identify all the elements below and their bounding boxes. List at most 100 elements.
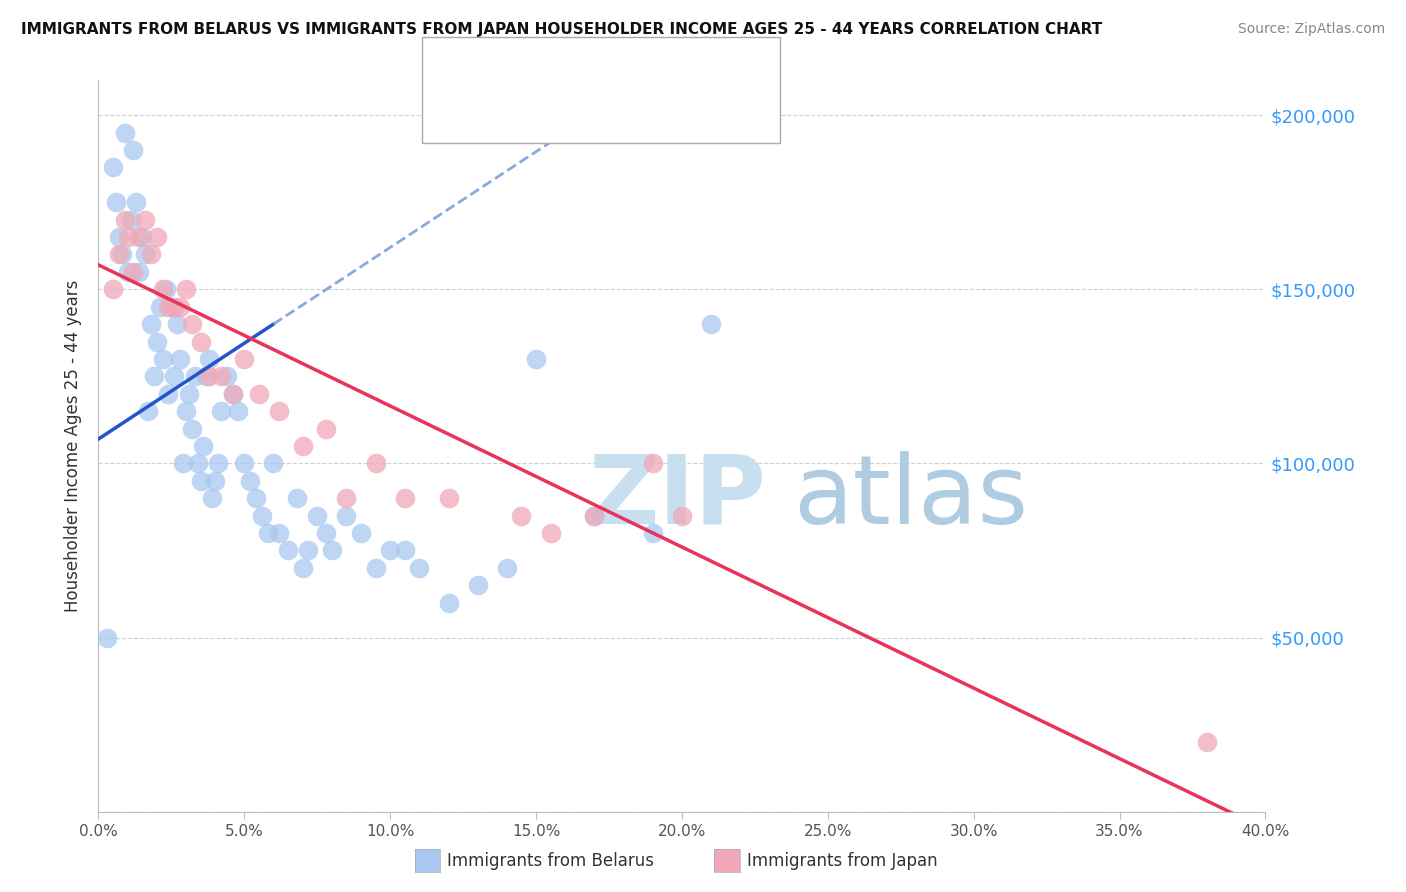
Point bbox=[269, 526, 291, 541]
Point bbox=[180, 421, 202, 435]
Text: R = -0.530   N = 34: R = -0.530 N = 34 bbox=[479, 94, 643, 112]
Point bbox=[187, 457, 209, 471]
Point bbox=[228, 404, 250, 418]
Point bbox=[297, 543, 319, 558]
Point bbox=[128, 265, 150, 279]
Point bbox=[394, 491, 416, 506]
Point bbox=[174, 404, 197, 418]
Point bbox=[157, 386, 180, 401]
Point bbox=[380, 543, 402, 558]
Point bbox=[315, 421, 337, 435]
Point bbox=[209, 404, 232, 418]
Point bbox=[117, 230, 139, 244]
Text: Immigrants from Belarus: Immigrants from Belarus bbox=[447, 852, 654, 870]
Point bbox=[120, 212, 142, 227]
Point bbox=[209, 369, 232, 384]
Point bbox=[155, 282, 177, 296]
Point bbox=[510, 508, 533, 523]
Point bbox=[700, 317, 723, 331]
Point bbox=[269, 404, 291, 418]
Point bbox=[101, 161, 124, 175]
Point bbox=[277, 543, 299, 558]
Y-axis label: Householder Income Ages 25 - 44 years: Householder Income Ages 25 - 44 years bbox=[65, 280, 83, 612]
Point bbox=[247, 386, 270, 401]
Point bbox=[180, 317, 202, 331]
Point bbox=[496, 561, 519, 575]
Point bbox=[96, 631, 118, 645]
Point bbox=[160, 300, 183, 314]
Point bbox=[166, 317, 188, 331]
Point bbox=[207, 457, 229, 471]
Point bbox=[350, 526, 373, 541]
Point bbox=[104, 195, 127, 210]
Point bbox=[335, 508, 357, 523]
Point bbox=[263, 457, 285, 471]
Point bbox=[172, 457, 194, 471]
Point bbox=[467, 578, 489, 592]
Point bbox=[177, 386, 200, 401]
Point bbox=[169, 351, 191, 366]
Point bbox=[671, 508, 693, 523]
Point bbox=[524, 351, 547, 366]
Point bbox=[174, 282, 197, 296]
Point bbox=[122, 143, 145, 157]
Point bbox=[152, 282, 174, 296]
Text: atlas: atlas bbox=[793, 450, 1028, 544]
Point bbox=[245, 491, 267, 506]
Point bbox=[285, 491, 308, 506]
Point bbox=[183, 369, 205, 384]
Point bbox=[250, 508, 273, 523]
Point bbox=[408, 561, 430, 575]
Point bbox=[193, 439, 215, 453]
Point bbox=[136, 404, 159, 418]
Point bbox=[125, 195, 148, 210]
Point bbox=[149, 300, 172, 314]
Point bbox=[233, 457, 256, 471]
Point bbox=[233, 351, 256, 366]
Point bbox=[221, 386, 243, 401]
Point bbox=[146, 334, 169, 349]
Point bbox=[437, 491, 460, 506]
Point bbox=[142, 369, 165, 384]
Point bbox=[146, 230, 169, 244]
Point bbox=[139, 247, 162, 261]
Point bbox=[307, 508, 329, 523]
Point bbox=[117, 265, 139, 279]
Point bbox=[437, 596, 460, 610]
Point bbox=[134, 247, 156, 261]
Point bbox=[195, 369, 218, 384]
Point bbox=[131, 230, 153, 244]
Point bbox=[291, 439, 314, 453]
Text: IMMIGRANTS FROM BELARUS VS IMMIGRANTS FROM JAPAN HOUSEHOLDER INCOME AGES 25 - 44: IMMIGRANTS FROM BELARUS VS IMMIGRANTS FR… bbox=[21, 22, 1102, 37]
Point bbox=[114, 212, 136, 227]
Point bbox=[641, 457, 664, 471]
Point bbox=[108, 247, 131, 261]
Point bbox=[169, 300, 191, 314]
Point bbox=[364, 561, 387, 575]
Text: R =   0.193   N = 69: R = 0.193 N = 69 bbox=[479, 54, 647, 72]
Point bbox=[122, 265, 145, 279]
Point bbox=[201, 491, 224, 506]
Point bbox=[114, 126, 136, 140]
Point bbox=[364, 457, 387, 471]
Point bbox=[583, 508, 606, 523]
Point bbox=[583, 508, 606, 523]
Point bbox=[111, 247, 134, 261]
Point bbox=[394, 543, 416, 558]
Point bbox=[157, 300, 180, 314]
Point bbox=[198, 369, 221, 384]
Point bbox=[139, 317, 162, 331]
Point bbox=[215, 369, 238, 384]
Point bbox=[163, 369, 186, 384]
Point bbox=[128, 230, 150, 244]
Point bbox=[108, 230, 131, 244]
Text: Source: ZipAtlas.com: Source: ZipAtlas.com bbox=[1237, 22, 1385, 37]
Point bbox=[641, 526, 664, 541]
Point bbox=[540, 526, 562, 541]
Point bbox=[291, 561, 314, 575]
Point bbox=[134, 212, 156, 227]
Point bbox=[198, 351, 221, 366]
Point bbox=[152, 351, 174, 366]
Point bbox=[315, 526, 337, 541]
Point bbox=[1197, 735, 1219, 749]
